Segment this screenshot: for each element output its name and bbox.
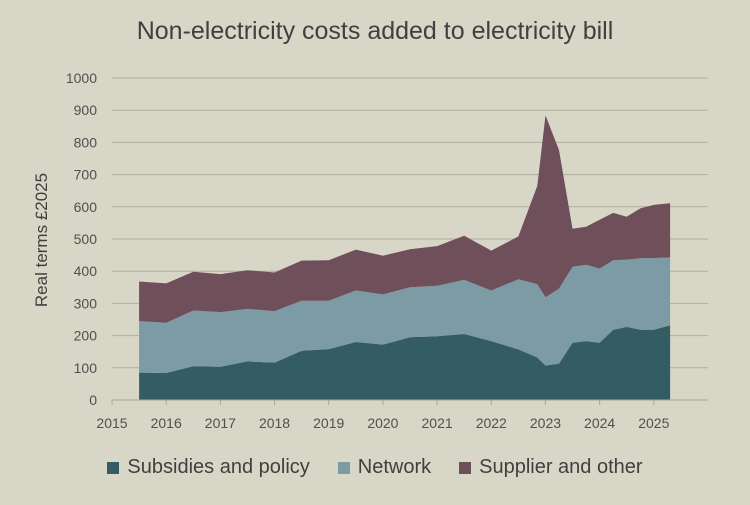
area-supplier-and-other: [139, 115, 671, 323]
legend: Subsidies and policy Network Supplier and …: [0, 456, 750, 479]
legend-swatch: [337, 461, 350, 474]
y-axis-label: Real terms £2025: [32, 173, 51, 307]
legend-label: Subsidies and policy: [127, 456, 310, 478]
x-tick-label: 2022: [476, 415, 507, 431]
legend-swatch: [107, 461, 120, 474]
y-tick-label: 100: [74, 360, 98, 376]
area-series: [139, 115, 671, 400]
legend-item: Network: [337, 456, 432, 479]
legend-item: Subsidies and policy: [107, 456, 310, 479]
x-tick-label: 2015: [96, 415, 127, 431]
x-tick-label: 2025: [638, 415, 669, 431]
y-tick-labels: 0 100 200 300 400 500 600 700 800 900 1000: [66, 70, 97, 408]
y-tick-label: 500: [74, 231, 98, 247]
x-tick-label: 2017: [205, 415, 236, 431]
x-tick-label: 2019: [313, 415, 344, 431]
legend-swatch: [459, 461, 472, 474]
axes: [111, 399, 708, 405]
chart-title: Non-electricity costs added to electrici…: [136, 17, 614, 45]
x-tick-label: 2018: [259, 415, 290, 431]
y-tick-label: 300: [74, 295, 98, 311]
x-tick-label: 2020: [367, 415, 398, 431]
x-tick-label: 2024: [584, 415, 615, 431]
x-tick-label: 2016: [151, 415, 182, 431]
x-tick-label: 2021: [422, 415, 453, 431]
y-tick-label: 800: [74, 134, 98, 150]
area-network: [139, 257, 671, 373]
y-tick-label: 900: [74, 102, 98, 118]
x-tick-labels: 2015 2016 2017 2018 2019 2020 2021 2022 2023 2024…: [96, 415, 669, 431]
y-tick-label: 200: [74, 328, 98, 344]
y-tick-label: 0: [89, 392, 97, 408]
x-tick-label: 2023: [530, 415, 561, 431]
y-tick-label: 700: [74, 167, 98, 183]
legend-item: Supplier and other: [459, 456, 643, 479]
legend-label: Supplier and other: [479, 456, 643, 478]
legend-label: Network: [357, 456, 432, 478]
area-subsidies-and-policy: [139, 325, 671, 400]
y-tick-label: 400: [74, 263, 98, 279]
y-tick-label: 1000: [66, 70, 97, 86]
y-tick-label: 600: [74, 199, 98, 215]
